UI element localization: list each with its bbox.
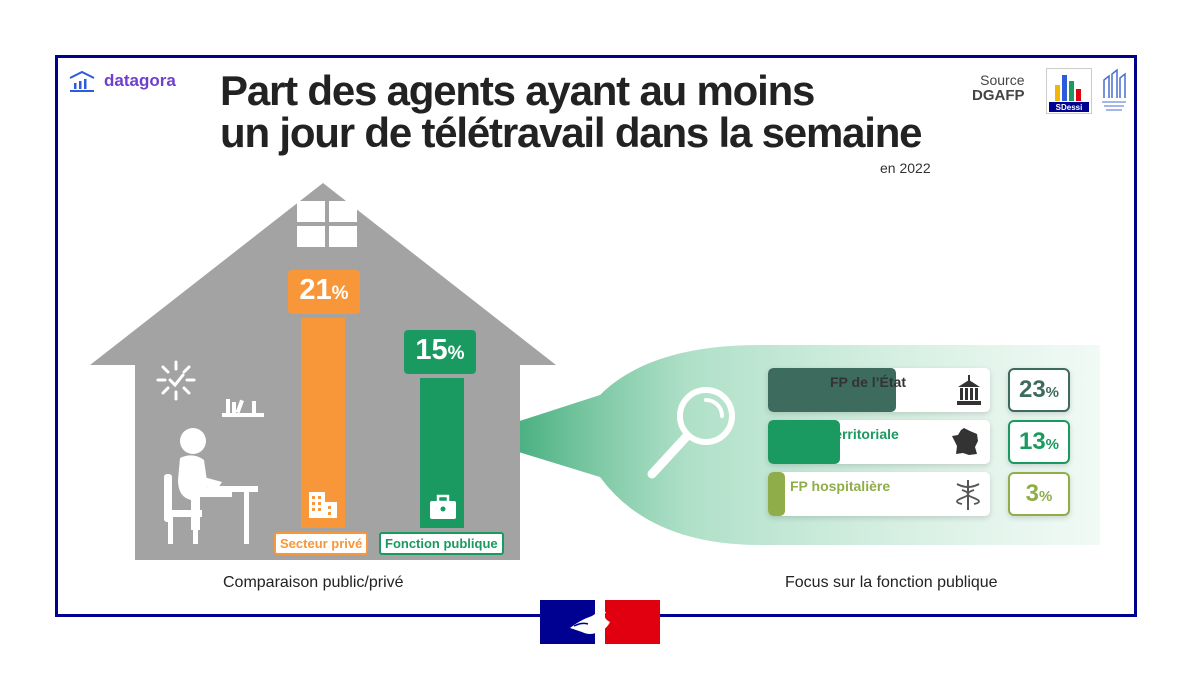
unit-fp-etat: % xyxy=(1045,384,1060,401)
category-label-fp-hospitaliere: FP hospitalière xyxy=(790,478,891,494)
caption-focus: Focus sur la fonction publique xyxy=(785,574,998,591)
statistique-publique-logo-icon xyxy=(1102,68,1126,111)
building-icon xyxy=(309,492,337,518)
sdessi-logo: SDessi xyxy=(1046,68,1092,114)
fp-row-etat: FP de l’État xyxy=(768,368,990,412)
marianne-logo-icon xyxy=(540,600,660,644)
bar-fp-etat xyxy=(768,368,896,412)
unit-fp-hospitaliere: % xyxy=(1039,488,1053,505)
fp-row-hospitaliere: FP hospitalière xyxy=(768,472,990,516)
magnifier-icon xyxy=(647,387,735,479)
value-fp-territoriale: 13 xyxy=(1018,428,1046,455)
datagora-logo-icon xyxy=(69,70,95,92)
sdessi-logo-icon: SDessi xyxy=(1049,75,1089,112)
brand-logo: datagora xyxy=(68,70,176,92)
value-label-secteur-prive: 21% xyxy=(288,270,360,314)
bar-fp-hospitaliere xyxy=(768,472,785,516)
brand-name: datagora xyxy=(104,71,176,90)
caduceus-icon xyxy=(956,480,980,510)
value-secteur-prive: 21 xyxy=(299,274,332,306)
value-label-fp-hospitaliere: 3% xyxy=(1008,472,1070,516)
category-label-fonction-publique: Fonction publique xyxy=(379,532,504,555)
source-label: Source xyxy=(980,72,1025,88)
category-label-fp-territoriale: FP territoriale xyxy=(808,426,899,442)
value-label-fp-territoriale: 13% xyxy=(1008,420,1070,464)
value-fonction-publique: 15 xyxy=(415,334,448,366)
title-line-2: un jour de télétravail dans la semaine xyxy=(220,109,923,156)
unit-fp-territoriale: % xyxy=(1045,436,1060,453)
government-building-icon xyxy=(957,375,981,405)
unit-fonction-publique: % xyxy=(447,343,465,364)
window-icon xyxy=(297,201,357,247)
books-icon xyxy=(222,399,264,417)
category-label-secteur-prive: Secteur privé xyxy=(274,532,369,555)
sdessi-text: SDessi xyxy=(1056,103,1083,112)
value-label-fonction-publique: 15% xyxy=(404,330,476,374)
caption-comparaison: Comparaison public/privé xyxy=(223,574,404,591)
unit-secteur-prive: % xyxy=(331,283,349,304)
source-block: Source DGAFP xyxy=(972,72,1025,104)
value-fp-etat: 23 xyxy=(1018,376,1046,403)
france-map-icon xyxy=(952,428,978,455)
sun-icon xyxy=(156,360,196,401)
chart-subtitle: en 2022 xyxy=(880,160,931,176)
value-fp-hospitaliere: 3 xyxy=(1025,480,1039,507)
category-label-fp-etat: FP de l’État xyxy=(830,374,906,390)
briefcase-icon xyxy=(430,494,456,519)
fp-row-territoriale: FP territoriale xyxy=(768,420,990,464)
chart-title: Part des agents ayant au moins un jour d… xyxy=(220,70,960,154)
title-line-1: Part des agents ayant au moins xyxy=(220,67,815,114)
bar-fp-territoriale xyxy=(768,420,841,464)
value-label-fp-etat: 23% xyxy=(1008,368,1070,412)
source-org: DGAFP xyxy=(972,87,1025,104)
